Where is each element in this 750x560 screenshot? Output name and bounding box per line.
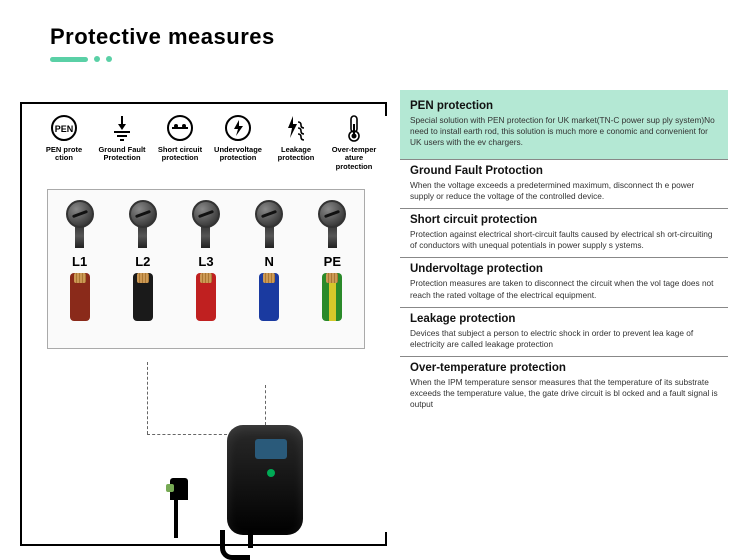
terminal-label: L1 — [72, 254, 87, 269]
feature-leakage: Leakage protection Devices that subject … — [400, 308, 728, 357]
ground-icon-cell: Ground Fault Protection — [98, 114, 146, 171]
thermometer-icon — [340, 114, 368, 142]
terminal-l1: L1 — [55, 200, 105, 321]
feature-undervoltage: Undervoltage protection Protection measu… — [400, 258, 728, 307]
feature-desc: When the IPM temperature sensor measures… — [410, 377, 718, 411]
title-underline — [50, 56, 750, 62]
undervoltage-icon — [224, 114, 252, 142]
terminal-label: L3 — [198, 254, 213, 269]
pen-icon-cell: PEN PEN prote ction — [40, 114, 88, 171]
terminal-block: L1 L2 L3 N — [47, 189, 365, 349]
screw-icon — [129, 200, 157, 228]
feature-desc: Devices that subject a person to electri… — [410, 328, 718, 350]
icon-label: Undervoltage protection — [214, 146, 262, 163]
feature-title: Leakage protection — [410, 313, 718, 325]
icon-label: Short circuit protection — [156, 146, 204, 163]
terminal-pe: PE — [307, 200, 357, 321]
terminal-n: N — [244, 200, 294, 321]
pen-icon: PEN — [50, 114, 78, 142]
terminal-label: PE — [324, 254, 341, 269]
feature-desc: When the voltage exceeds a predetermined… — [410, 180, 718, 202]
icon-label: PEN prote ction — [40, 146, 88, 163]
feature-title: Short circuit protection — [410, 214, 718, 226]
leakage-icon-cell: Leakage protection — [272, 114, 320, 171]
page-title: Protective measures — [50, 24, 750, 50]
undervoltage-icon-cell: Undervoltage protection — [214, 114, 262, 171]
features-column: PEN protection Special solution with PEN… — [394, 90, 728, 546]
ground-fault-icon — [108, 114, 136, 142]
short-circuit-icon — [166, 114, 194, 142]
terminal-l2: L2 — [118, 200, 168, 321]
wire-l2 — [133, 273, 153, 321]
svg-text:PEN: PEN — [55, 124, 74, 134]
terminal-l3: L3 — [181, 200, 231, 321]
feature-ground: Ground Fault Protoction When the voltage… — [400, 160, 728, 209]
wire-pe — [322, 273, 342, 321]
icon-label: Over-temper ature protection — [330, 146, 378, 171]
feature-overtemp: Over-temperature protection When the IPM… — [400, 357, 728, 417]
feature-short: Short circuit protection Protection agai… — [400, 209, 728, 258]
wire-l3 — [196, 273, 216, 321]
feature-title: Ground Fault Protoction — [410, 165, 718, 177]
protection-icons-row: PEN PEN prote ction Ground Fault Protect… — [22, 90, 394, 171]
header: Protective measures — [0, 0, 750, 62]
feature-pen: PEN protection Special solution with PEN… — [400, 90, 728, 160]
screw-icon — [255, 200, 283, 228]
terminal-label: N — [264, 254, 273, 269]
main-layout: PEN PEN prote ction Ground Fault Protect… — [22, 90, 728, 546]
wire-l1 — [70, 273, 90, 321]
icon-label: Ground Fault Protection — [98, 146, 146, 163]
feature-title: Undervoltage protection — [410, 263, 718, 275]
short-circuit-icon-cell: Short circuit protection — [156, 114, 204, 171]
feature-desc: Protection against electrical short-circ… — [410, 229, 718, 251]
screw-icon — [66, 200, 94, 228]
icon-label: Leakage protection — [272, 146, 320, 163]
wire-n — [259, 273, 279, 321]
overtemp-icon-cell: Over-temper ature protection — [330, 114, 378, 171]
feature-title: PEN protection — [410, 100, 718, 112]
feature-desc: Protection measures are taken to disconn… — [410, 278, 718, 300]
leakage-icon — [282, 114, 310, 142]
plug-icon — [170, 478, 188, 500]
charger-diagram — [22, 380, 394, 540]
terminal-label: L2 — [135, 254, 150, 269]
screw-icon — [318, 200, 346, 228]
feature-title: Over-temperature protection — [410, 362, 718, 374]
feature-desc: Special solution with PEN protection for… — [410, 115, 718, 149]
screw-icon — [192, 200, 220, 228]
diagram-column: PEN PEN prote ction Ground Fault Protect… — [22, 90, 394, 546]
ev-charger-icon — [227, 425, 303, 535]
